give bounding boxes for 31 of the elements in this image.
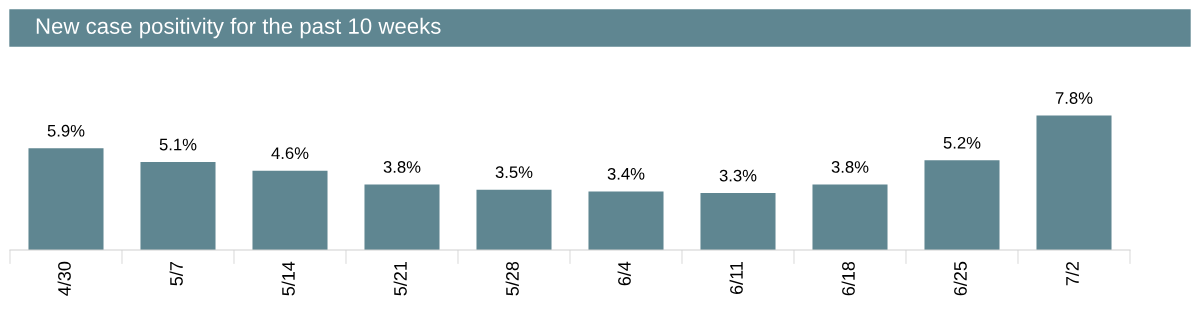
data-label: 3.4% [607, 167, 645, 180]
bar [252, 170, 328, 250]
x-tick-label: 5/14 [281, 261, 295, 296]
data-label: 5.9% [47, 124, 85, 137]
x-tick-label: 6/11 [729, 261, 743, 294]
bar [700, 193, 776, 250]
data-label: 5.2% [943, 136, 981, 149]
x-tick-label: 6/18 [841, 261, 855, 296]
x-tick-label: 7/2 [1065, 262, 1079, 286]
x-tick-label: 4/30 [57, 261, 71, 296]
bar [588, 191, 664, 250]
bar [1036, 115, 1112, 250]
x-tick-label: 5/28 [505, 261, 519, 296]
data-label: 3.3% [719, 169, 757, 182]
bar [924, 160, 1000, 250]
data-label: 3.8% [831, 161, 869, 173]
data-label: 4.6% [271, 147, 309, 160]
data-label: 3.8% [383, 161, 421, 173]
bar [364, 184, 440, 250]
bar [140, 162, 216, 250]
data-label: 5.1% [159, 138, 197, 151]
bar [476, 189, 552, 250]
x-tick-label: 6/4 [617, 261, 631, 286]
data-label: 7.8% [1055, 92, 1093, 104]
bar [28, 148, 104, 250]
x-tick-label: 5/21 [393, 261, 407, 296]
x-tick-label: 6/25 [953, 261, 967, 296]
data-label: 3.5% [495, 166, 533, 179]
x-tick-label: 5/7 [169, 262, 183, 286]
chart-title: New case positivity for the past 10 weeks [36, 17, 441, 39]
bar [812, 184, 888, 250]
